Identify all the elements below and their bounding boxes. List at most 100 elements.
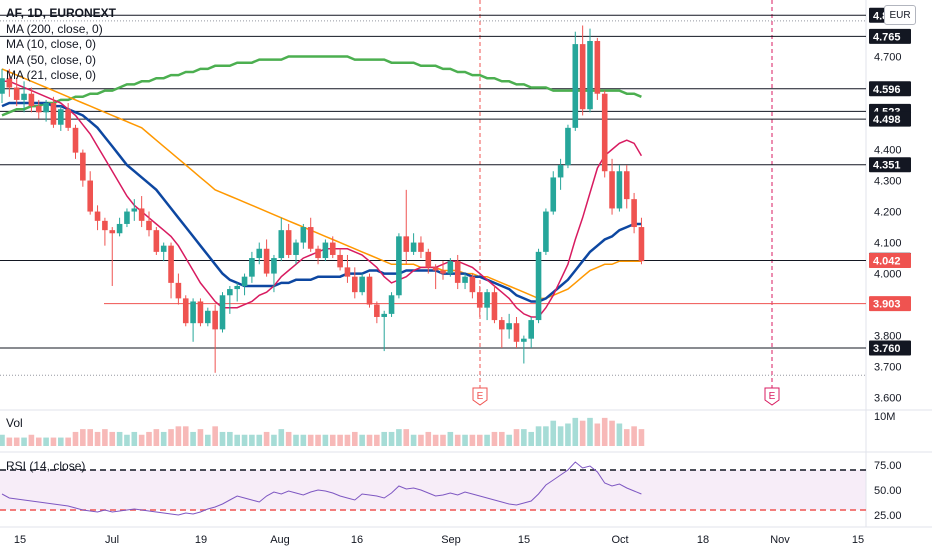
volume-bar [623, 429, 630, 446]
candle-body [168, 245, 174, 283]
volume-bar [609, 420, 615, 446]
volume-bar [337, 434, 343, 446]
candle-body [50, 103, 57, 125]
volume-bar [160, 431, 167, 446]
price-tick-label: 3.800 [874, 331, 902, 343]
candle-body [153, 230, 160, 252]
time-axis-label: Oct [611, 534, 628, 546]
candle-body [623, 171, 630, 200]
candle-body [454, 261, 461, 283]
price-label-box [869, 111, 911, 127]
candle-body [601, 93, 608, 172]
time-axis-label: Nov [770, 534, 790, 546]
price-tick-label: 3.600 [874, 393, 902, 405]
candle-body [329, 242, 336, 255]
volume-bar [146, 431, 152, 446]
candle-body [293, 242, 299, 255]
rsi-tick-label: 75.00 [874, 460, 902, 472]
candle-body [557, 165, 564, 178]
candle-body [374, 304, 380, 317]
candle-body [616, 171, 623, 209]
candle-body [579, 44, 586, 110]
candle-body [263, 248, 270, 274]
volume-bar [616, 423, 623, 446]
time-axis-label: 16 [351, 534, 363, 546]
volume-bar [476, 434, 483, 446]
volume-bar [293, 434, 299, 446]
candle-body [21, 93, 27, 100]
earnings-marker-label[interactable]: E [769, 391, 776, 402]
indicator-ma10[interactable]: MA (10, close, 0) [6, 37, 97, 51]
candle-body [432, 267, 439, 271]
volume-bar [116, 431, 123, 446]
volume-bar [234, 434, 240, 446]
ma10-line [2, 80, 643, 318]
indicator-ma21[interactable]: MA (21, close, 0) [6, 68, 97, 82]
price-label-text: 4.351 [873, 160, 901, 172]
volume-bar [535, 426, 542, 446]
volume-bar [50, 437, 57, 446]
volume-bar [462, 434, 468, 446]
volume-bar [322, 434, 329, 446]
candle-body [160, 245, 167, 252]
time-axis-label: 15 [852, 534, 864, 546]
candle-body [528, 320, 534, 339]
volume-bar [109, 431, 116, 446]
earnings-marker[interactable] [764, 387, 780, 406]
volume-bar [594, 423, 601, 446]
time-axis-label: 15 [518, 534, 530, 546]
candle-body [256, 248, 263, 259]
volume-bar [315, 434, 321, 446]
volume-bar [499, 431, 505, 446]
volume-bar [484, 434, 490, 446]
candle-body [219, 295, 226, 330]
volume-bar [28, 434, 35, 446]
rsi-band [0, 470, 866, 510]
volume-bar [241, 434, 248, 446]
currency-button[interactable]: EUR [884, 5, 916, 25]
candle-body [205, 310, 211, 324]
price-tick-label: 4.700 [874, 52, 902, 64]
candle-body [87, 180, 93, 212]
volume-bar [388, 431, 395, 446]
volume-bar [601, 417, 608, 446]
indicator-ma200[interactable]: MA (200, close, 0) [6, 21, 103, 36]
candle-body [278, 230, 285, 259]
candle-body [425, 251, 432, 268]
volume-bar [307, 434, 314, 446]
candle-body [521, 338, 527, 342]
symbol-title: AF, 1D, EURONEXT [6, 6, 117, 20]
volume-bar [579, 420, 586, 446]
candle-body [131, 208, 138, 212]
candle-body [535, 251, 542, 321]
price-label-text: 4.498 [873, 114, 901, 126]
candle-body [109, 230, 116, 234]
volume-bar [425, 431, 432, 446]
earnings-marker[interactable] [472, 387, 488, 406]
volume-bar [513, 429, 520, 446]
volume-bar [506, 434, 512, 446]
candle-body [572, 44, 579, 128]
volume-bar [0, 434, 5, 446]
price-tick-label: 4.300 [874, 176, 902, 188]
volume-bar [138, 434, 145, 446]
earnings-marker-label[interactable]: E [477, 391, 484, 402]
price-label-text: 4.042 [873, 256, 901, 268]
volume-bar [572, 417, 579, 446]
volume-bar [21, 437, 27, 446]
volume-bar [80, 429, 86, 446]
volume-bar [35, 437, 42, 446]
time-axis-label: 18 [697, 534, 709, 546]
volume-bar [381, 431, 387, 446]
indicator-ma50[interactable]: MA (50, close, 0) [6, 52, 97, 67]
volume-bar [366, 434, 373, 446]
time-axis-label: Aug [270, 534, 290, 546]
candle-body [462, 276, 468, 283]
volume-bar [175, 426, 182, 446]
volume-bar [631, 426, 637, 446]
volume-bar [587, 417, 593, 446]
candle-body [410, 242, 417, 252]
volume-bar [285, 431, 292, 446]
